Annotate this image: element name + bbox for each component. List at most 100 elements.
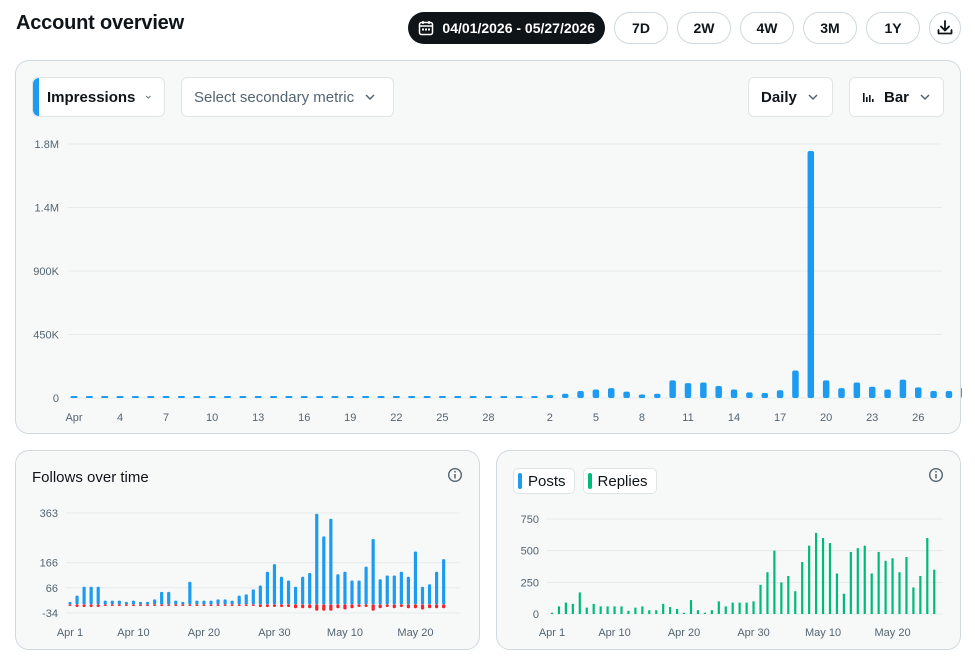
replies-bar	[905, 557, 908, 614]
impressions-bar	[270, 396, 278, 398]
posts-swatch	[518, 473, 522, 489]
follows-bar	[181, 601, 185, 605]
unfollows-bar	[251, 604, 255, 606]
unfollows-bar	[153, 604, 157, 606]
impressions-bar	[331, 396, 339, 398]
impressions-bar	[623, 391, 630, 398]
y-tick-label: 166	[40, 558, 58, 570]
y-tick-label: 900K	[33, 266, 59, 278]
impressions-bar	[884, 389, 891, 398]
impressions-bar	[730, 389, 738, 398]
unfollows-bar	[117, 604, 121, 606]
replies-bar	[613, 606, 616, 614]
x-tick-label: May 20	[875, 627, 911, 639]
impressions-card: Impressions Select secondary metric Dail…	[15, 60, 962, 434]
replies-bar	[717, 601, 720, 614]
unfollows-bar	[209, 604, 213, 606]
x-tick-label: Apr 1	[539, 627, 565, 639]
impressions-bar	[715, 386, 722, 398]
follows-bar	[435, 571, 439, 605]
download-button[interactable]	[929, 12, 961, 44]
legend-item-replies[interactable]: Replies	[582, 468, 657, 494]
y-tick-label: -34	[42, 608, 58, 620]
impressions-bar	[515, 396, 523, 398]
replies-swatch	[587, 473, 592, 489]
follows-bar	[244, 594, 248, 605]
impressions-bar	[193, 396, 201, 398]
follows-bar	[209, 600, 213, 605]
unfollows-bar	[244, 604, 248, 606]
unfollows-bar	[399, 604, 403, 607]
follows-bar	[272, 564, 277, 605]
posts-legend: Posts Replies	[513, 468, 657, 494]
follows-bar	[82, 586, 86, 605]
follows-bar	[145, 601, 150, 605]
impressions-bar	[70, 396, 78, 398]
follows-bar	[357, 580, 361, 605]
impressions-bar	[500, 396, 508, 398]
replies-bar	[877, 551, 880, 614]
x-tick-label: 28	[482, 412, 494, 424]
unfollows-bar	[89, 604, 93, 607]
posts-chart: 0 250 500 750 Apr 1 Apr 10 Apr 20 Apr 30 May 10 M…	[521, 514, 943, 639]
follows-bar	[195, 600, 199, 605]
range-7d-button[interactable]: 7D	[614, 12, 668, 44]
follows-bar	[202, 600, 206, 605]
x-tick-label: May 10	[805, 627, 841, 639]
follows-bar	[343, 571, 347, 605]
range-1y-button[interactable]: 1Y	[866, 12, 920, 44]
unfollows-bar	[110, 604, 114, 606]
bar-chart-icon	[862, 93, 874, 102]
unfollows-bar	[75, 604, 79, 607]
unfollows-bar	[272, 604, 277, 607]
y-tick-label: 250	[521, 577, 539, 589]
unfollows-bar	[96, 604, 100, 607]
interval-dropdown[interactable]: Daily	[748, 77, 833, 117]
impressions-bar	[700, 382, 707, 398]
unfollows-bar	[435, 604, 439, 609]
follows-bar	[230, 600, 234, 605]
date-range-label: 04/01/2026 - 05/27/2026	[442, 20, 595, 36]
follows-bar	[258, 585, 262, 605]
chart-type-dropdown[interactable]: Bar	[849, 77, 944, 117]
replies-bar	[780, 582, 783, 614]
impressions-bar	[101, 396, 109, 398]
x-tick-label: Apr 20	[188, 627, 220, 639]
impressions-bar	[684, 383, 692, 398]
range-4w-button[interactable]: 4W	[740, 12, 794, 44]
x-tick-label: 20	[820, 412, 832, 424]
follows-title: Follows over time	[32, 469, 149, 486]
unfollows-bar	[188, 604, 192, 606]
impressions-bar	[300, 396, 308, 398]
secondary-metric-dropdown[interactable]: Select secondary metric	[181, 77, 394, 117]
impressions-bar	[577, 390, 584, 398]
impressions-bar	[316, 396, 324, 398]
follows-bar	[336, 574, 340, 605]
replies-bar	[606, 606, 609, 614]
unfollows-bar	[202, 604, 206, 606]
info-icon[interactable]	[447, 467, 463, 483]
range-2w-button[interactable]: 2W	[677, 12, 731, 44]
impressions-bar	[285, 396, 293, 398]
page-title: Account overview	[16, 12, 184, 34]
follows-bar	[117, 600, 121, 605]
replies-bar	[870, 573, 873, 614]
legend-item-posts[interactable]: Posts	[513, 468, 575, 494]
x-tick-label: 2	[547, 412, 553, 424]
posts-card: Posts Replies 0 250 500 750 Apr 1 Apr 10 Apr 2…	[496, 450, 961, 650]
unfollows-bar	[357, 604, 361, 607]
impressions-bar	[147, 396, 155, 398]
replies-bar	[835, 573, 839, 614]
date-range-picker[interactable]: 04/01/2026 - 05/27/2026	[408, 12, 605, 44]
unfollows-bar	[286, 604, 291, 607]
download-icon	[937, 20, 953, 35]
impressions-bar	[254, 396, 262, 398]
replies-bar	[863, 545, 866, 614]
replies-bar	[550, 612, 554, 614]
follows-bar	[308, 572, 312, 605]
range-3m-button[interactable]: 3M	[803, 12, 857, 44]
impressions-bar	[915, 387, 922, 398]
follows-bar	[322, 536, 326, 605]
primary-metric-dropdown[interactable]: Impressions	[32, 77, 165, 117]
info-icon[interactable]	[928, 467, 944, 483]
